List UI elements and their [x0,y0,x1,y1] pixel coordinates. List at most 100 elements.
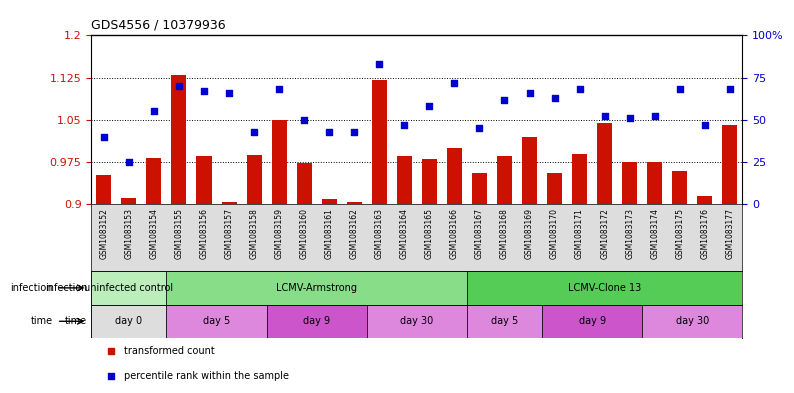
Point [105,373,118,380]
Text: infection: infection [10,283,52,293]
Bar [322,199,337,204]
Text: day 9: day 9 [303,316,330,326]
Bar [372,81,387,204]
Point [172,83,185,89]
Point [573,86,586,93]
Text: GSM1083163: GSM1083163 [375,208,384,259]
Bar [622,162,638,204]
Text: GSM1083168: GSM1083168 [500,208,509,259]
Text: GSM1083165: GSM1083165 [425,208,434,259]
Bar [367,305,467,338]
Text: GSM1083175: GSM1083175 [675,208,684,259]
Bar [121,198,137,204]
Text: GSM1083158: GSM1083158 [249,208,259,259]
Point [448,79,461,86]
Text: GSM1083161: GSM1083161 [325,208,333,259]
Point [398,122,410,128]
Text: day 5: day 5 [203,316,230,326]
Text: GSM1083177: GSM1083177 [726,208,734,259]
Bar [697,196,712,204]
Text: GSM1083162: GSM1083162 [349,208,359,259]
Bar [91,305,167,338]
Point [273,86,286,93]
Point [198,88,210,94]
Text: day 30: day 30 [676,316,709,326]
Bar [547,173,562,204]
Bar [723,125,738,204]
Bar [422,159,437,204]
Bar [167,271,467,305]
Bar [272,120,287,204]
Bar [447,148,462,204]
Text: GSM1083176: GSM1083176 [700,208,709,259]
Text: day 5: day 5 [491,316,518,326]
Text: day 9: day 9 [579,316,606,326]
Text: GSM1083153: GSM1083153 [125,208,133,259]
Text: GDS4556 / 10379936: GDS4556 / 10379936 [91,18,226,31]
Bar [542,305,642,338]
Text: LCMV-Armstrong: LCMV-Armstrong [276,283,357,293]
Bar [196,156,211,204]
Bar [96,175,111,204]
Point [98,134,110,140]
Bar [347,202,362,204]
Text: GSM1083156: GSM1083156 [199,208,209,259]
Point [673,86,686,93]
Bar [497,156,512,204]
Text: uninfected control: uninfected control [84,283,173,293]
Bar [222,202,237,204]
Point [323,129,336,135]
Point [649,113,661,119]
Text: time: time [30,316,52,326]
Point [122,159,135,165]
Text: day 30: day 30 [400,316,434,326]
Bar [91,271,167,305]
Point [423,103,436,110]
Point [298,117,310,123]
Bar [297,163,312,204]
Point [348,129,360,135]
Bar [397,156,412,204]
Point [599,113,611,119]
Text: GSM1083157: GSM1083157 [225,208,233,259]
Text: GSM1083171: GSM1083171 [575,208,584,259]
Text: LCMV-Clone 13: LCMV-Clone 13 [568,283,642,293]
Text: GSM1083173: GSM1083173 [625,208,634,259]
Point [148,108,160,114]
Point [623,115,636,121]
Text: GSM1083155: GSM1083155 [175,208,183,259]
Point [723,86,736,93]
Text: infection: infection [44,283,87,293]
Point [548,95,561,101]
Bar [467,271,742,305]
Text: time: time [65,316,87,326]
Bar [572,154,587,204]
Bar [146,158,161,204]
Bar [167,305,267,338]
Bar [597,123,612,204]
Point [699,122,711,128]
Bar [647,162,662,204]
Text: GSM1083166: GSM1083166 [450,208,459,259]
Point [105,347,118,354]
Text: day 0: day 0 [115,316,142,326]
Bar [522,137,537,204]
Text: GSM1083154: GSM1083154 [149,208,159,259]
Bar [172,75,187,204]
Text: transformed count: transformed count [124,346,214,356]
Point [473,125,486,131]
Bar [267,305,367,338]
Text: GSM1083167: GSM1083167 [475,208,484,259]
Bar [467,305,542,338]
Point [248,129,260,135]
Point [222,90,235,96]
Text: GSM1083169: GSM1083169 [525,208,534,259]
Text: GSM1083160: GSM1083160 [299,208,309,259]
Point [498,96,511,103]
Text: GSM1083159: GSM1083159 [275,208,283,259]
Text: GSM1083174: GSM1083174 [650,208,659,259]
Bar [247,155,261,204]
Point [523,90,536,96]
Text: GSM1083152: GSM1083152 [99,208,108,259]
Bar [642,305,742,338]
